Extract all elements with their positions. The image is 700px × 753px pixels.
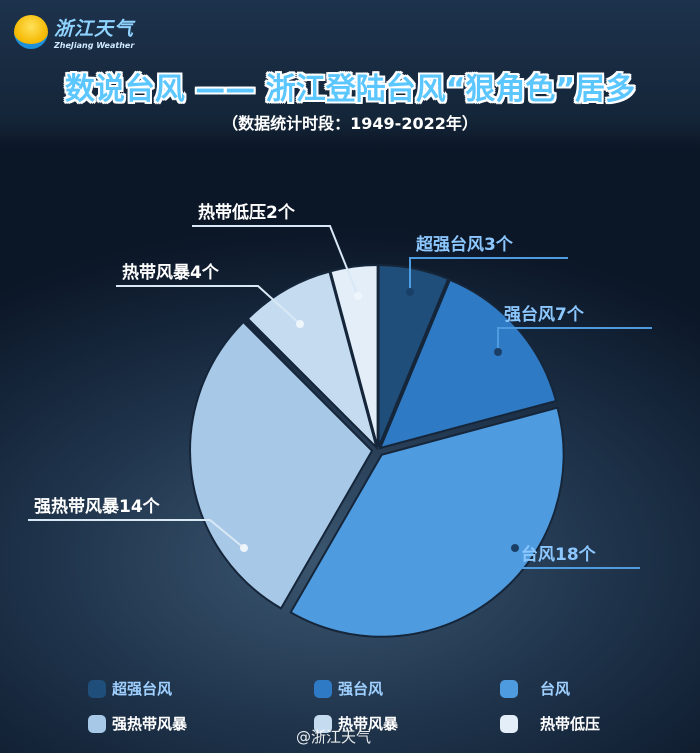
leader-line-0: [409, 257, 568, 292]
leader-line-3: [28, 519, 245, 549]
watermark: @浙江天气: [296, 728, 372, 746]
leader-dot-1: [494, 348, 502, 356]
legend-swatch: [314, 714, 332, 733]
data-label-5: 热带低压2个: [198, 202, 296, 223]
legend-label: 热带低压: [540, 715, 601, 733]
legend-swatch: [314, 679, 332, 698]
leader-dot-3: [240, 544, 248, 552]
pie-slice-3: [189, 320, 374, 610]
leader-dot-2: [511, 544, 519, 552]
brand-logo: 浙江天气 ZheJiang Weather: [14, 14, 134, 50]
legend-item-2: 台风: [500, 678, 650, 699]
legend-item-5: 热带低压: [500, 713, 650, 734]
legend-label: 强热带风暴: [112, 715, 188, 733]
leader-dot-0: [406, 288, 414, 296]
leader-line-5: [192, 225, 359, 297]
legend-item-1: 强台风: [314, 678, 500, 699]
leader-line-4: [116, 285, 301, 325]
data-label-3: 强热带风暴14个: [34, 496, 161, 517]
data-label-0: 超强台风3个: [416, 234, 514, 255]
page-subtitle: （数据统计时段：1949-2022年）: [222, 114, 478, 133]
legend-item-4: 热带风暴: [314, 713, 500, 734]
data-label-2: 台风18个: [521, 544, 597, 565]
brand-name-en: ZheJiang Weather: [54, 41, 135, 50]
leader-dot-5: [354, 292, 362, 300]
leader-dot-4: [296, 320, 304, 328]
pie-slice-5: [329, 264, 379, 448]
legend-swatch: [500, 679, 518, 698]
pie-slice-4: [246, 270, 379, 451]
legend-label: 超强台风: [112, 680, 173, 698]
header-background: [0, 0, 700, 150]
pie-slice-0: [377, 264, 450, 448]
legend-item-0: 超强台风: [88, 678, 314, 699]
leader-line-1: [497, 327, 652, 352]
pie-slice-2: [289, 406, 565, 638]
legend-item-3: 强热带风暴: [88, 713, 314, 734]
legend-label: 热带风暴: [338, 715, 399, 733]
legend-label: 台风: [540, 680, 571, 698]
legend-swatch: [88, 714, 106, 733]
page-title: 数说台风 —— 浙江登陆台风“狠角色”居多: [64, 72, 636, 107]
sun-logo-icon: [14, 15, 48, 49]
legend-swatch: [500, 714, 518, 733]
data-label-4: 热带风暴4个: [122, 262, 220, 283]
leader-line-2: [514, 548, 640, 569]
legend-label: 强台风: [338, 680, 384, 698]
legend-swatch: [88, 679, 106, 698]
data-label-1: 强台风7个: [504, 304, 585, 325]
brand-name: 浙江天气: [54, 18, 135, 40]
legend: 超强台风 强台风 台风强热带风暴 热带风暴 热带低压: [88, 678, 648, 734]
